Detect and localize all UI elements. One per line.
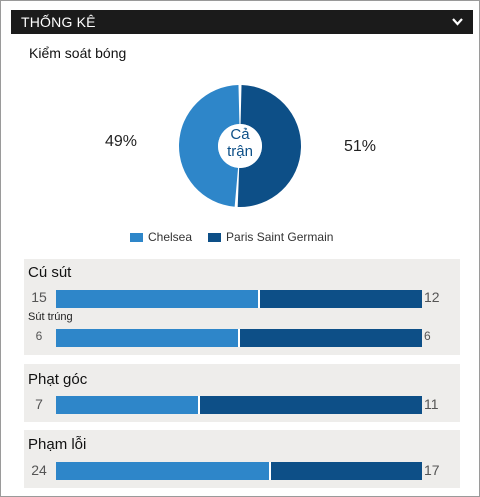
shots-home-value: 15 — [31, 289, 47, 305]
stats-header[interactable]: THỐNG KÊ — [11, 10, 473, 34]
shots-on-target-bar-away — [240, 329, 422, 347]
legend: Chelsea Paris Saint Germain — [130, 230, 349, 244]
shots-title: Cú sút — [28, 264, 72, 281]
possession-home-pct: 49% — [105, 133, 138, 150]
fouls-bar-away — [271, 462, 422, 480]
fouls-bar — [56, 462, 422, 480]
corners-title: Phạt góc — [28, 371, 88, 388]
possession-away-slice — [237, 85, 302, 208]
legend-swatch-home — [130, 232, 143, 242]
corners-bar-away — [199, 396, 422, 414]
donut-center-line1: Cả — [230, 126, 250, 143]
corners-home-value: 7 — [35, 396, 43, 412]
possession-title: Kiểm soát bóng — [29, 45, 127, 61]
legend-swatch-away — [208, 232, 222, 242]
shots-panel: Cú sút 15 12 Sút trúng 6 6 — [24, 259, 460, 355]
chevron-down-icon[interactable] — [449, 14, 465, 30]
legend-item-away: Paris Saint Germain — [208, 230, 333, 244]
shots-bar — [56, 290, 422, 308]
corners-bar-home — [56, 396, 198, 414]
shots-on-target-bar-home — [56, 329, 238, 347]
shots-on-target-bar — [56, 329, 422, 347]
corners-bar — [56, 396, 422, 414]
donut-hole — [218, 124, 262, 168]
shots-bar-away — [260, 290, 422, 308]
shots-bar-home — [56, 290, 259, 308]
fouls-title: Phạm lỗi — [28, 436, 87, 453]
possession-donut — [179, 85, 302, 208]
fouls-bar-home — [56, 462, 270, 480]
shots-on-target-title: Sút trúng — [28, 311, 73, 323]
header-title: THỐNG KÊ — [21, 14, 96, 30]
possession-home-slice — [179, 85, 240, 207]
fouls-away-value: 17 — [424, 462, 440, 478]
corners-panel: Phạt góc 7 11 — [24, 364, 460, 422]
possession-away-pct: 51% — [344, 138, 377, 155]
legend-label-home: Chelsea — [148, 230, 193, 244]
legend-item-home: Chelsea — [130, 230, 192, 244]
shots-away-value: 12 — [424, 289, 440, 305]
legend-label-away: Paris Saint Germain — [226, 230, 334, 244]
fouls-panel: Phạm lỗi 24 17 — [24, 430, 460, 488]
donut-center-line2: trận — [227, 143, 253, 160]
fouls-home-value: 24 — [31, 462, 47, 478]
corners-away-value: 11 — [424, 396, 439, 412]
shots-on-target-home-value: 6 — [35, 329, 43, 343]
donut-center-label: Cả trận — [178, 126, 302, 160]
shots-on-target-away-value: 6 — [424, 329, 431, 343]
